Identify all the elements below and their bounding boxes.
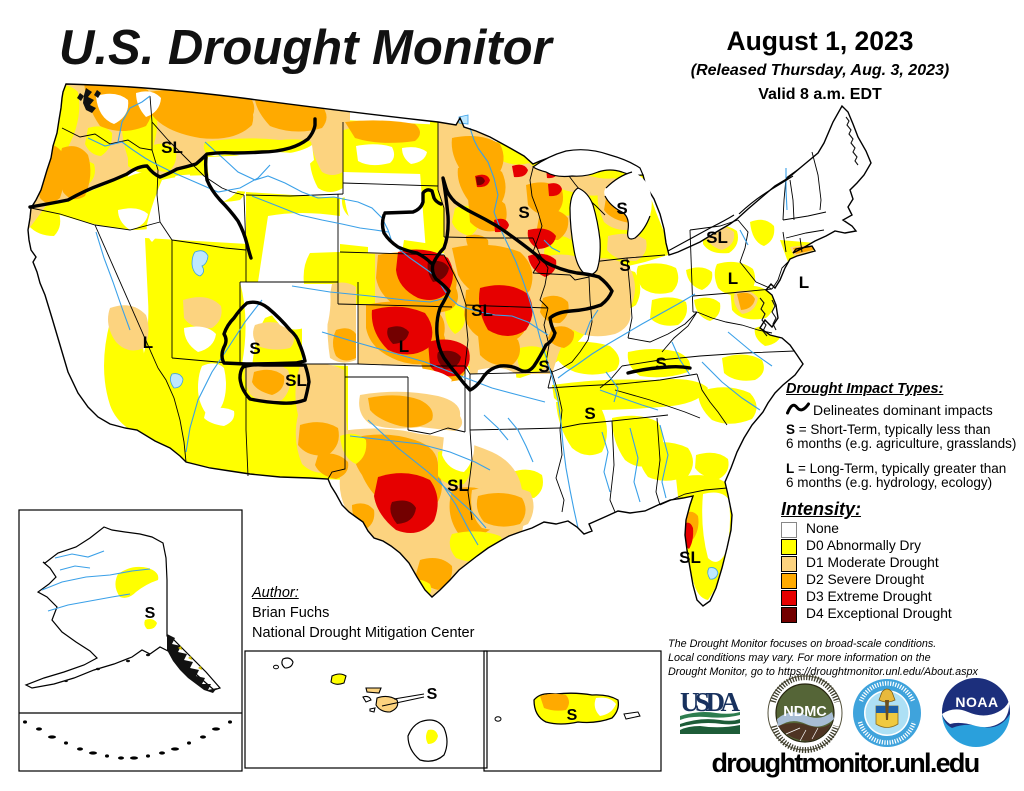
svg-text:SL: SL bbox=[706, 228, 728, 247]
svg-text:L: L bbox=[399, 337, 409, 356]
svg-text:S: S bbox=[518, 203, 529, 222]
svg-text:S: S bbox=[145, 605, 156, 622]
svg-text:S: S bbox=[619, 256, 630, 275]
svg-text:SL: SL bbox=[679, 548, 701, 567]
svg-text:USDA: USDA bbox=[680, 687, 741, 717]
svg-text:SL: SL bbox=[161, 138, 183, 157]
svg-text:S: S bbox=[567, 707, 578, 724]
svg-text:S: S bbox=[538, 357, 549, 376]
svg-text:S: S bbox=[584, 404, 595, 423]
svg-text:S: S bbox=[616, 199, 627, 218]
svg-text:SL: SL bbox=[447, 476, 469, 495]
svg-text:SL: SL bbox=[285, 371, 307, 390]
svg-text:L: L bbox=[799, 273, 809, 292]
svg-text:SL: SL bbox=[471, 301, 493, 320]
svg-text:S: S bbox=[655, 354, 666, 373]
svg-text:NOAA: NOAA bbox=[955, 694, 998, 710]
svg-text:NDMC: NDMC bbox=[783, 704, 827, 720]
svg-text:L: L bbox=[143, 333, 153, 352]
svg-text:S: S bbox=[249, 339, 260, 358]
svg-text:L: L bbox=[728, 269, 738, 288]
svg-text:S: S bbox=[427, 686, 438, 703]
